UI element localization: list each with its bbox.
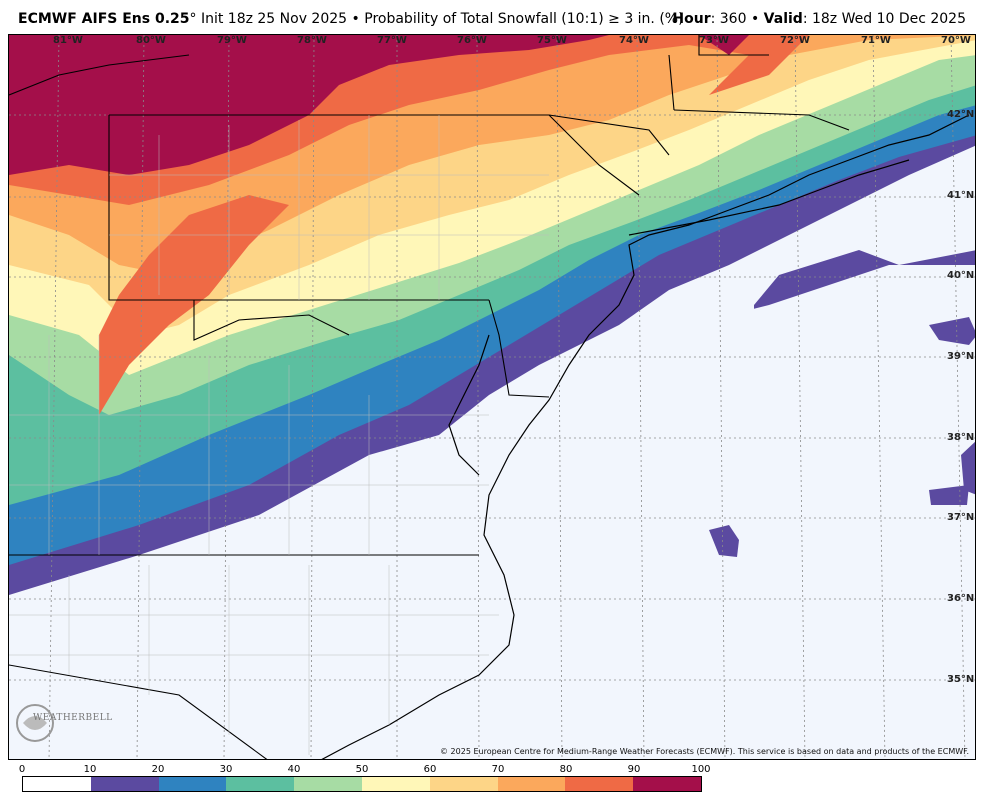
legend-tick: 100 bbox=[691, 764, 711, 775]
state-borders bbox=[9, 35, 850, 759]
graticule bbox=[9, 35, 975, 759]
product-name: Probability of Total Snowfall (10:1) bbox=[364, 11, 604, 27]
degree-sign: ° bbox=[189, 11, 197, 27]
color-legend bbox=[22, 776, 702, 792]
hour-label: Hour bbox=[672, 11, 711, 27]
logo-text: WEATHERBELL bbox=[33, 713, 113, 723]
lon-label-73: 73°W bbox=[699, 35, 729, 46]
copyright-notice: © 2025 European Centre for Medium-Range … bbox=[440, 747, 969, 756]
lon-label-79: 79°W bbox=[217, 35, 247, 46]
purple-blob-38n bbox=[929, 441, 975, 505]
valid-label: Valid bbox=[763, 11, 803, 27]
snowfall-map bbox=[9, 35, 975, 759]
logo-swirl-icon bbox=[16, 704, 54, 742]
legend-swatch-8 bbox=[565, 777, 634, 791]
lat-label-40: 40°N bbox=[947, 270, 975, 281]
purple-blob-east bbox=[929, 317, 975, 345]
legend-tick: 60 bbox=[423, 764, 437, 775]
legend-tick: 0 bbox=[18, 764, 26, 775]
lon-label-78: 78°W bbox=[297, 35, 327, 46]
hour-value: : 360 bbox=[710, 11, 747, 27]
legend-swatch-0 bbox=[23, 777, 91, 791]
legend-swatch-4 bbox=[294, 777, 362, 791]
title-left: ECMWF AIFS Ens 0.25° Init 18z 25 Nov 202… bbox=[18, 11, 684, 27]
title-right: Hour: 360 • Valid: 18z Wed 10 Dec 2025 bbox=[672, 11, 966, 27]
lon-label-81: 81°W bbox=[53, 35, 83, 46]
lon-label-75: 75°W bbox=[537, 35, 567, 46]
threshold: 3 in. (%) bbox=[624, 11, 684, 27]
model-name: ECMWF AIFS Ens 0.25 bbox=[18, 11, 190, 27]
legend-tick-labels: 0 10 20 30 40 50 60 70 80 90 100 bbox=[0, 764, 984, 776]
band-90-100 bbox=[9, 35, 749, 175]
valid-value: : 18z Wed 10 Dec 2025 bbox=[802, 11, 966, 27]
weatherbell-logo: WEATHERBELL bbox=[13, 701, 112, 743]
lat-label-41: 41°N bbox=[947, 190, 975, 201]
coastline bbox=[321, 114, 970, 759]
lat-label-39: 39°N bbox=[947, 351, 975, 362]
purple-blob-sea bbox=[709, 525, 739, 557]
ge-sign: ≥ bbox=[608, 11, 620, 27]
title-bar: ECMWF AIFS Ens 0.25° Init 18z 25 Nov 202… bbox=[0, 0, 984, 34]
lon-label-77: 77°W bbox=[377, 35, 407, 46]
legend-tick: 70 bbox=[491, 764, 505, 775]
map-panel: 81°W 80°W 79°W 78°W 77°W 76°W 75°W 74°W … bbox=[8, 34, 976, 760]
lon-label-72: 72°W bbox=[780, 35, 810, 46]
legend-tick: 90 bbox=[627, 764, 641, 775]
ocean-area bbox=[312, 265, 975, 759]
lon-label-70: 70°W bbox=[941, 35, 971, 46]
lon-label-71: 71°W bbox=[861, 35, 891, 46]
lat-label-37: 37°N bbox=[947, 512, 975, 523]
legend-tick: 40 bbox=[287, 764, 301, 775]
legend-tick: 20 bbox=[151, 764, 165, 775]
lon-label-76: 76°W bbox=[457, 35, 487, 46]
legend-swatch-5 bbox=[361, 777, 430, 791]
lon-label-80: 80°W bbox=[136, 35, 166, 46]
lat-label-36: 36°N bbox=[947, 593, 975, 604]
legend-tick: 10 bbox=[83, 764, 97, 775]
legend-swatch-6 bbox=[429, 777, 498, 791]
lat-label-35: 35°N bbox=[947, 674, 975, 685]
legend-tick: 30 bbox=[219, 764, 233, 775]
init-time: Init 18z 25 Nov 2025 bbox=[200, 11, 348, 27]
bullet-1: • bbox=[351, 11, 360, 27]
legend-tick: 80 bbox=[559, 764, 573, 775]
legend-tick: 50 bbox=[355, 764, 369, 775]
county-lines bbox=[9, 115, 549, 755]
lat-label-38: 38°N bbox=[947, 432, 975, 443]
bullet-2: • bbox=[750, 11, 760, 27]
legend-swatch-2 bbox=[158, 777, 227, 791]
legend-swatch-3 bbox=[226, 777, 295, 791]
legend-swatch-1 bbox=[90, 777, 159, 791]
legend-swatch-9 bbox=[633, 777, 701, 791]
lat-label-42: 42°N bbox=[947, 109, 975, 120]
lon-label-74: 74°W bbox=[619, 35, 649, 46]
legend-swatch-7 bbox=[497, 777, 566, 791]
